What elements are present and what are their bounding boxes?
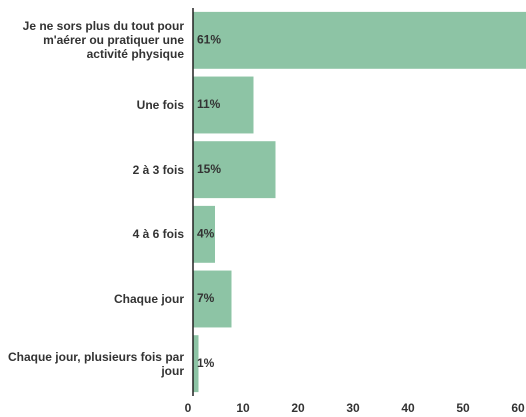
bar	[193, 76, 254, 134]
value-label: 4%	[197, 227, 215, 241]
bar	[193, 205, 215, 263]
value-label: 7%	[197, 291, 215, 305]
y-tick-label: Je ne sors plus du tout pour m'aérer ou …	[22, 19, 184, 62]
value-label: 11%	[197, 97, 221, 111]
x-tick-label: 50	[456, 401, 470, 415]
value-label: 15%	[197, 162, 221, 176]
value-label: 61%	[197, 33, 221, 47]
x-tick-label: 60	[511, 401, 525, 415]
bar	[193, 11, 526, 69]
bar	[193, 335, 199, 393]
y-tick-label: 2 à 3 fois	[132, 162, 184, 177]
x-tick-label: 30	[346, 401, 360, 415]
bar	[193, 270, 232, 328]
y-tick-label: Chaque jour	[113, 292, 184, 306]
y-tick-label: 4 à 6 fois	[132, 227, 184, 242]
x-tick-label: 40	[401, 401, 415, 415]
y-tick-label: Chaque jour, plusieurs fois par jour	[7, 349, 184, 378]
value-label: 1%	[197, 356, 215, 370]
x-tick-label: 10	[236, 401, 250, 415]
bar	[193, 141, 276, 199]
y-tick-label: Une fois	[136, 98, 184, 112]
x-tick-label: 0	[185, 401, 192, 415]
x-tick-label: 20	[291, 401, 305, 415]
